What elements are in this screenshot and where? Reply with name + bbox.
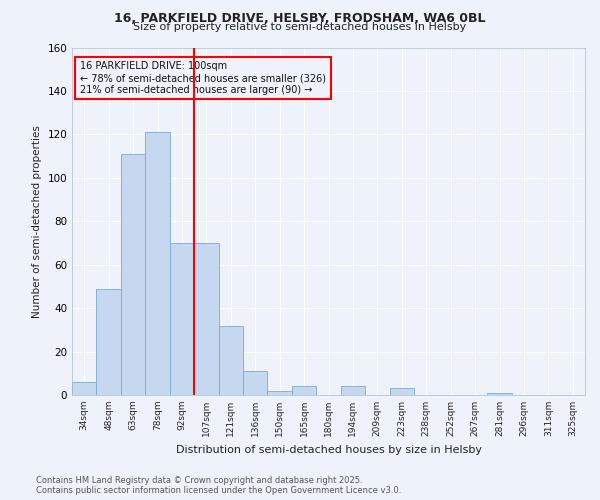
Bar: [292, 386, 316, 395]
Bar: [218, 326, 243, 395]
Bar: [72, 382, 97, 395]
Text: 16, PARKFIELD DRIVE, HELSBY, FRODSHAM, WA6 0BL: 16, PARKFIELD DRIVE, HELSBY, FRODSHAM, W…: [114, 12, 486, 26]
Text: 16 PARKFIELD DRIVE: 100sqm
← 78% of semi-detached houses are smaller (326)
21% o: 16 PARKFIELD DRIVE: 100sqm ← 78% of semi…: [80, 62, 326, 94]
Y-axis label: Number of semi-detached properties: Number of semi-detached properties: [32, 125, 42, 318]
Bar: [121, 154, 145, 395]
Bar: [145, 132, 170, 395]
Bar: [389, 388, 414, 395]
Text: Size of property relative to semi-detached houses in Helsby: Size of property relative to semi-detach…: [133, 22, 467, 32]
Text: Contains HM Land Registry data © Crown copyright and database right 2025.: Contains HM Land Registry data © Crown c…: [36, 476, 362, 485]
X-axis label: Distribution of semi-detached houses by size in Helsby: Distribution of semi-detached houses by …: [176, 444, 482, 454]
Bar: [97, 288, 121, 395]
Text: Contains public sector information licensed under the Open Government Licence v3: Contains public sector information licen…: [36, 486, 401, 495]
Bar: [243, 371, 268, 395]
Bar: [194, 243, 218, 395]
Bar: [487, 393, 512, 395]
Bar: [268, 390, 292, 395]
Bar: [170, 243, 194, 395]
Bar: [341, 386, 365, 395]
